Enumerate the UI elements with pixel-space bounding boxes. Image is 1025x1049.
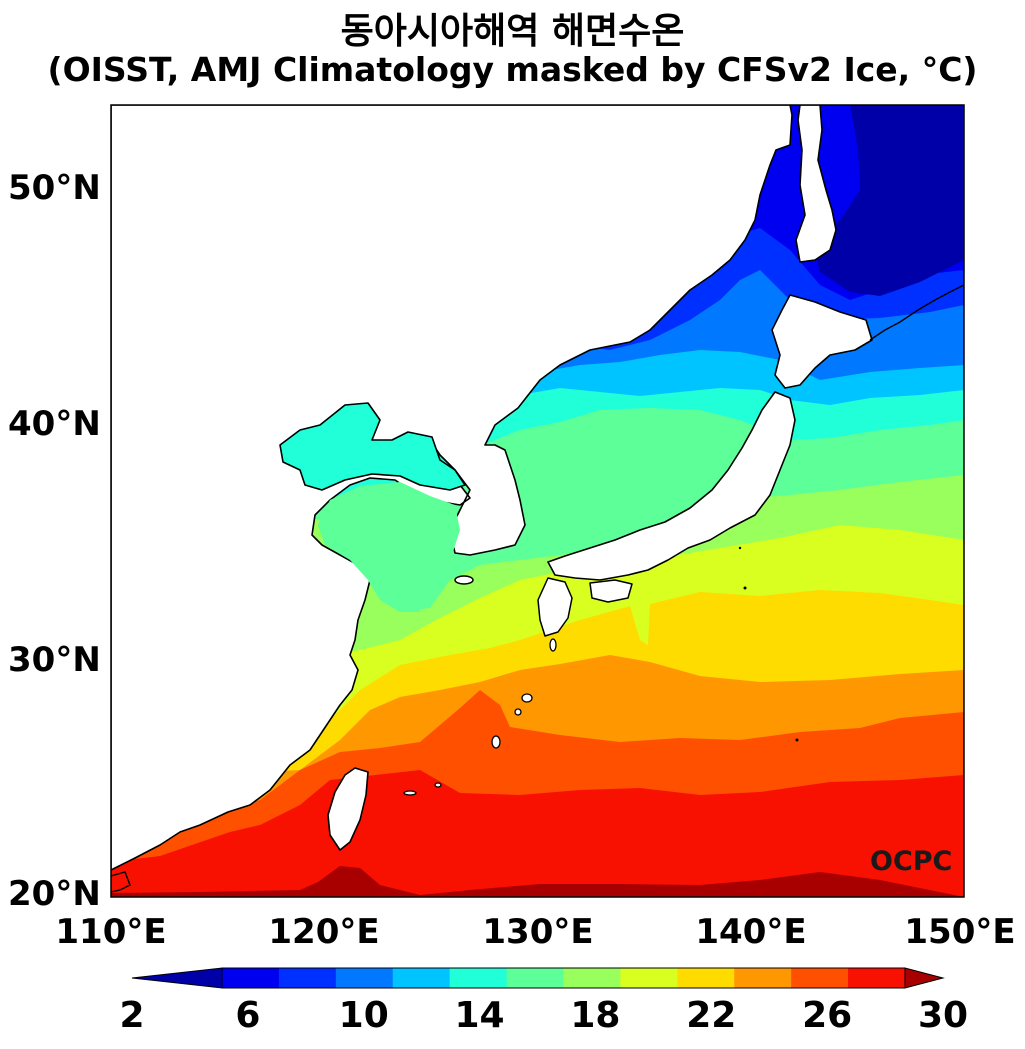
lon-label-110: 110°E: [55, 912, 167, 952]
lon-label-140: 140°E: [695, 912, 807, 952]
kyushu: [537, 577, 573, 637]
colorbar-tick-label: 10: [338, 995, 389, 1036]
colorbar-tick-label: 18: [570, 995, 621, 1036]
lon-label-130: 130°E: [482, 912, 594, 952]
lon-label-120: 120°E: [268, 912, 380, 952]
bohai-sea: [279, 402, 466, 491]
map-subtitle: (OISST, AMJ Climatology masked by CFSv2 …: [47, 50, 978, 89]
colorbar-outline: [221, 967, 906, 989]
colorbar-bin: [392, 968, 451, 988]
land-mask: [111, 105, 964, 893]
colorbar-tick-label: 26: [802, 995, 853, 1036]
colorbar-extend-high: [904, 967, 945, 989]
colorbar-tick-label: 2: [119, 995, 145, 1036]
colorbar-extend-low: [131, 967, 223, 989]
colorbar-bin: [222, 968, 280, 988]
colorbar-bin: [335, 968, 394, 988]
lat-label-30: 30°N: [8, 640, 101, 680]
colorbar-tick-label: 6: [235, 995, 261, 1036]
yellow-sea: [318, 482, 460, 612]
colorbar-tick-label: 14: [454, 995, 505, 1036]
colorbar-bin: [278, 968, 337, 988]
sst-band-2-4: [812, 105, 964, 296]
lon-label-150: 150°E: [904, 912, 1016, 952]
colorbar-bin: [620, 968, 678, 988]
sakhalin: [795, 105, 837, 263]
jeju-island: [454, 575, 474, 585]
taiwan: [327, 767, 369, 851]
colorbar-bin: [677, 968, 735, 988]
map-title: 동아시아해역 해면수온: [340, 11, 685, 52]
izu-islands: [738, 546, 799, 742]
colorbar-bin: [563, 968, 621, 988]
ryukyu-islands: [403, 638, 557, 796]
lat-label-20: 20°N: [8, 874, 101, 914]
colorbar-bin: [734, 968, 792, 988]
colorbar-bin: [506, 968, 564, 988]
map-frame: [110, 104, 965, 898]
south-china-coast-detail: [111, 871, 131, 893]
colorbar-tick-label: 22: [686, 995, 737, 1036]
kuril-islands: [869, 284, 964, 341]
colorbar-bin: [848, 968, 906, 988]
lat-label-50: 50°N: [8, 168, 101, 208]
honshu: [547, 391, 796, 581]
colorbar-bin: [791, 968, 849, 988]
colorbar: [131, 967, 945, 989]
colorbar-tick-label: 30: [917, 995, 969, 1036]
hokkaido: [771, 294, 873, 389]
colorbar-bin: [449, 968, 508, 988]
ocpc-watermark: OCPC: [870, 846, 953, 877]
shikoku: [589, 579, 633, 603]
lat-label-40: 40°N: [8, 404, 101, 444]
